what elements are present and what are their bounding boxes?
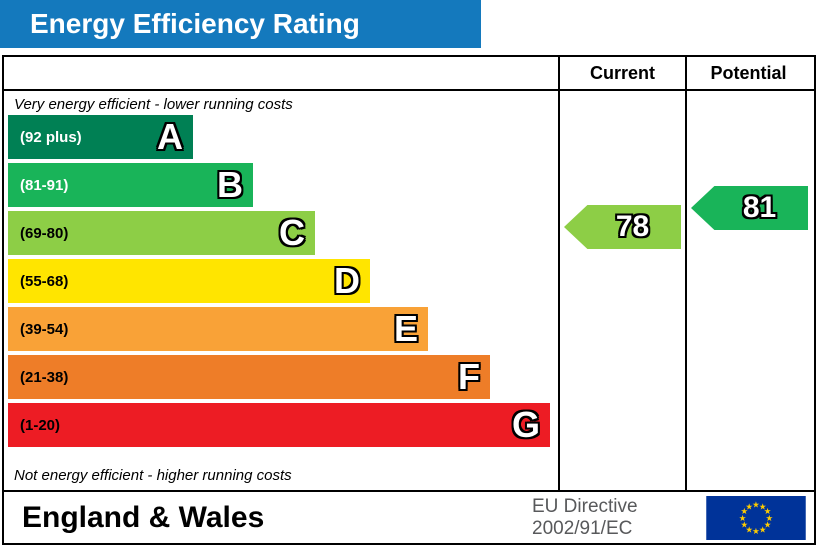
current-rating-arrow: 78 bbox=[564, 205, 681, 249]
svg-text:★: ★ bbox=[745, 524, 753, 534]
band-letter: G bbox=[511, 404, 540, 445]
eu-directive-line2: 2002/91/EC bbox=[532, 517, 633, 539]
band-range-label: (69-80) bbox=[20, 224, 69, 242]
band-range-label: (1-20) bbox=[20, 416, 61, 434]
eu-directive-line1: EU Directive bbox=[532, 495, 638, 517]
top-note: Very energy efficient - lower running co… bbox=[14, 96, 293, 113]
band-range-label: (39-54) bbox=[20, 320, 69, 338]
band-letter: B bbox=[217, 164, 243, 205]
band-letter: E bbox=[393, 308, 418, 349]
footer: England & Wales EU Directive 2002/91/EC … bbox=[4, 492, 814, 543]
bands-area: Very energy efficient - lower running co… bbox=[4, 91, 558, 490]
column-header-potential: Potential bbox=[685, 57, 810, 89]
band-row-e: (39-54) E bbox=[8, 307, 428, 351]
eu-flag-icon: ★ ★ ★ ★ ★ ★ ★ ★ ★ ★ ★ ★ bbox=[706, 495, 806, 540]
svg-text:★: ★ bbox=[739, 512, 747, 522]
band-letter: D bbox=[334, 260, 360, 301]
band-row-f: (21-38) F bbox=[8, 355, 490, 399]
potential-rating-value: 81 bbox=[742, 191, 777, 224]
svg-text:★: ★ bbox=[741, 519, 749, 529]
band-range-label: (55-68) bbox=[20, 272, 69, 290]
potential-rating-arrow: 81 bbox=[691, 186, 808, 230]
band-row-g: (1-20) G bbox=[8, 403, 550, 447]
band-range-label: (21-38) bbox=[20, 368, 69, 386]
svg-text:★: ★ bbox=[759, 501, 767, 511]
band-row-d: (55-68) D bbox=[8, 259, 370, 303]
svg-text:★: ★ bbox=[745, 501, 753, 511]
region-label: England & Wales bbox=[22, 500, 265, 534]
eu-directive-label: EU Directive 2002/91/EC bbox=[532, 496, 704, 540]
current-column: 78 bbox=[558, 91, 685, 490]
header-spacer bbox=[4, 57, 558, 89]
band-letter: C bbox=[279, 212, 305, 253]
rating-table: Current Potential Very energy efficient … bbox=[2, 55, 816, 545]
column-header-current: Current bbox=[558, 57, 685, 89]
page-title: Energy Efficiency Rating bbox=[30, 8, 360, 39]
table-header-row: Current Potential bbox=[4, 57, 814, 91]
band-letter: A bbox=[157, 116, 183, 157]
band-row-c: (69-80) C bbox=[8, 211, 315, 255]
svg-text:★: ★ bbox=[764, 519, 772, 529]
band-row-b: (81-91) B bbox=[8, 163, 253, 207]
potential-column: 81 bbox=[685, 91, 810, 490]
table-body-row: Very energy efficient - lower running co… bbox=[4, 91, 814, 492]
svg-text:★: ★ bbox=[759, 524, 767, 534]
title-bar: Energy Efficiency Rating bbox=[0, 0, 481, 48]
svg-text:★: ★ bbox=[741, 506, 749, 516]
svg-text:★: ★ bbox=[766, 512, 774, 522]
band-row-a: (92 plus) A bbox=[8, 115, 193, 159]
band-range-label: (81-91) bbox=[20, 176, 69, 194]
svg-text:★: ★ bbox=[752, 499, 760, 509]
svg-text:★: ★ bbox=[752, 526, 760, 536]
band-letter: F bbox=[458, 356, 480, 397]
bottom-note: Not energy efficient - higher running co… bbox=[14, 467, 292, 484]
current-rating-value: 78 bbox=[615, 210, 650, 243]
svg-text:★: ★ bbox=[764, 506, 772, 516]
band-range-label: (92 plus) bbox=[20, 128, 82, 146]
